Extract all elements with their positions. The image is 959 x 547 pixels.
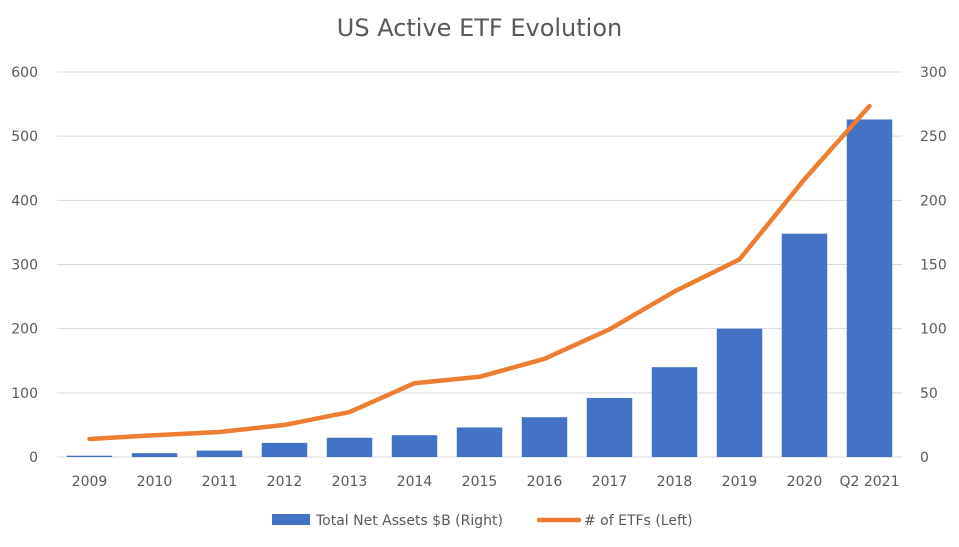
- bar: [521, 417, 568, 457]
- x-tick-label: Q2 2021: [839, 474, 899, 490]
- left-tick-label: 600: [11, 65, 38, 81]
- right-tick-label: 0: [920, 450, 929, 466]
- bar: [651, 367, 698, 457]
- x-tick-label: 2009: [72, 474, 108, 490]
- bar: [66, 455, 113, 457]
- x-tick-label: 2012: [267, 474, 303, 490]
- x-tick-label: 2014: [397, 474, 433, 490]
- bar: [196, 450, 243, 457]
- right-axis-ticks: 0 50 100 150 200 250 300: [920, 65, 947, 466]
- bar: [781, 233, 828, 457]
- right-tick-label: 50: [920, 386, 938, 402]
- bar: [586, 397, 633, 457]
- bar: [846, 119, 893, 457]
- right-tick-label: 200: [920, 193, 947, 209]
- x-tick-label: 2010: [137, 474, 173, 490]
- x-tick-label: 2018: [657, 474, 693, 490]
- left-axis-ticks: 0 100 200 300 400 500 600: [11, 65, 38, 466]
- bar: [261, 442, 308, 457]
- line-series: [87, 103, 872, 442]
- bar: [391, 435, 438, 457]
- right-tick-label: 250: [920, 129, 947, 145]
- x-tick-label: 2019: [722, 474, 758, 490]
- right-tick-label: 150: [920, 258, 947, 274]
- chart-title: US Active ETF Evolution: [336, 14, 623, 42]
- left-tick-label: 400: [11, 193, 38, 209]
- x-tick-label: 2011: [202, 474, 238, 490]
- x-axis-ticks: 2009 2010 2011 2012 2013 2014 2015 2016 2017 2018…: [72, 474, 900, 490]
- left-tick-label: 0: [29, 450, 38, 466]
- x-tick-label: 2015: [462, 474, 498, 490]
- gridlines: [57, 71, 902, 458]
- x-tick-label: 2013: [332, 474, 368, 490]
- right-tick-label: 100: [920, 322, 947, 338]
- right-tick-label: 300: [920, 65, 947, 81]
- x-tick-label: 2017: [592, 474, 628, 490]
- legend: Total Net Assets $B (Right) # of ETFs (Le…: [272, 513, 693, 529]
- left-tick-label: 100: [11, 386, 38, 402]
- line-path: [87, 103, 872, 442]
- x-tick-label: 2016: [527, 474, 563, 490]
- legend-label-line: # of ETFs (Left): [584, 513, 693, 529]
- bar-series: [66, 119, 893, 457]
- bar: [456, 427, 503, 457]
- legend-swatch-bars: [272, 514, 310, 525]
- bar: [326, 437, 373, 457]
- x-tick-label: 2020: [787, 474, 823, 490]
- bar: [131, 453, 178, 457]
- bar: [716, 328, 763, 457]
- left-tick-label: 300: [11, 258, 38, 274]
- legend-label-bars: Total Net Assets $B (Right): [315, 513, 503, 529]
- left-tick-label: 500: [11, 129, 38, 145]
- left-tick-label: 200: [11, 322, 38, 338]
